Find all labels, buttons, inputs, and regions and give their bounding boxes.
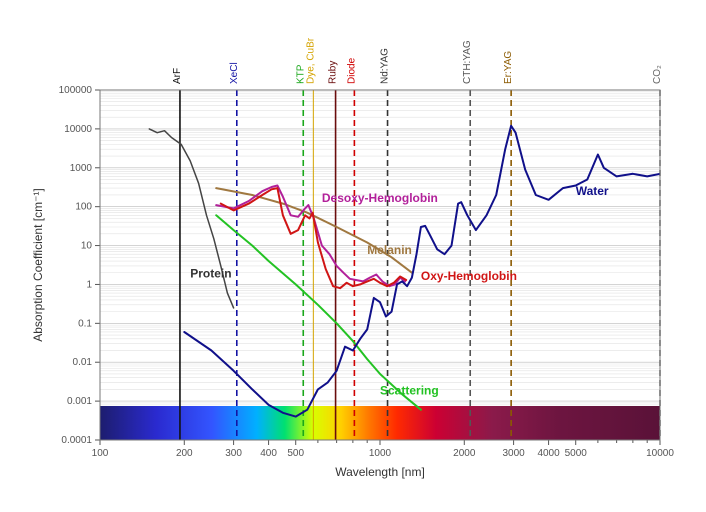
laser-label-dyecubr: Dye, CuBr [305,37,316,84]
curve-label-desoxy: Desoxy-Hemoglobin [322,191,438,205]
xtick-label: 10000 [646,448,674,459]
xtick-label: 2000 [453,448,476,459]
laser-label-eryag: Er:YAG [503,51,514,84]
ytick-label: 10 [81,241,93,252]
absorption-chart: ArFXeClKTPDye, CuBrRubyDiodeNd:YAGCTH:YA… [0,0,706,512]
ytick-label: 0.001 [67,396,92,407]
y-axis-label: Absorption Coefficient [cm⁻¹] [31,188,45,342]
xtick-label: 4000 [537,448,560,459]
ytick-label: 10000 [64,124,92,135]
xtick-label: 3000 [502,448,525,459]
ytick-label: 100000 [59,85,93,96]
spectrum-band [100,406,660,440]
xtick-label: 1000 [369,448,392,459]
ytick-label: 1 [86,279,92,290]
ytick-label: 0.1 [78,318,92,329]
xtick-label: 200 [176,448,193,459]
laser-label-diode: Diode [346,57,357,84]
curve-label-water: Water [576,184,609,198]
ytick-label: 0.01 [73,357,93,368]
curve-label-protein: Protein [190,267,231,281]
curve-label-melanin: Melanin [367,243,412,257]
laser-label-co2: CO₂ [652,65,663,84]
ytick-label: 0.0001 [61,435,92,446]
xtick-label: 100 [92,448,109,459]
curve-label-scattering: Scattering [380,383,439,397]
chart-container: ArFXeClKTPDye, CuBrRubyDiodeNd:YAGCTH:YA… [0,0,706,512]
laser-label-arf: ArF [172,68,183,84]
laser-label-cthyag: CTH:YAG [462,40,473,84]
laser-label-ndyag: Nd:YAG [380,48,391,84]
xtick-label: 400 [260,448,277,459]
ytick-label: 1000 [70,163,93,174]
curve-label-oxy: Oxy-Hemoglobin [421,269,517,283]
xtick-label: 300 [225,448,242,459]
laser-label-ruby: Ruby [328,61,339,84]
laser-label-xecl: XeCl [229,62,240,84]
xtick-label: 5000 [565,448,588,459]
xtick-label: 500 [287,448,304,459]
x-axis-label: Wavelength [nm] [335,465,425,479]
ytick-label: 100 [75,202,92,213]
